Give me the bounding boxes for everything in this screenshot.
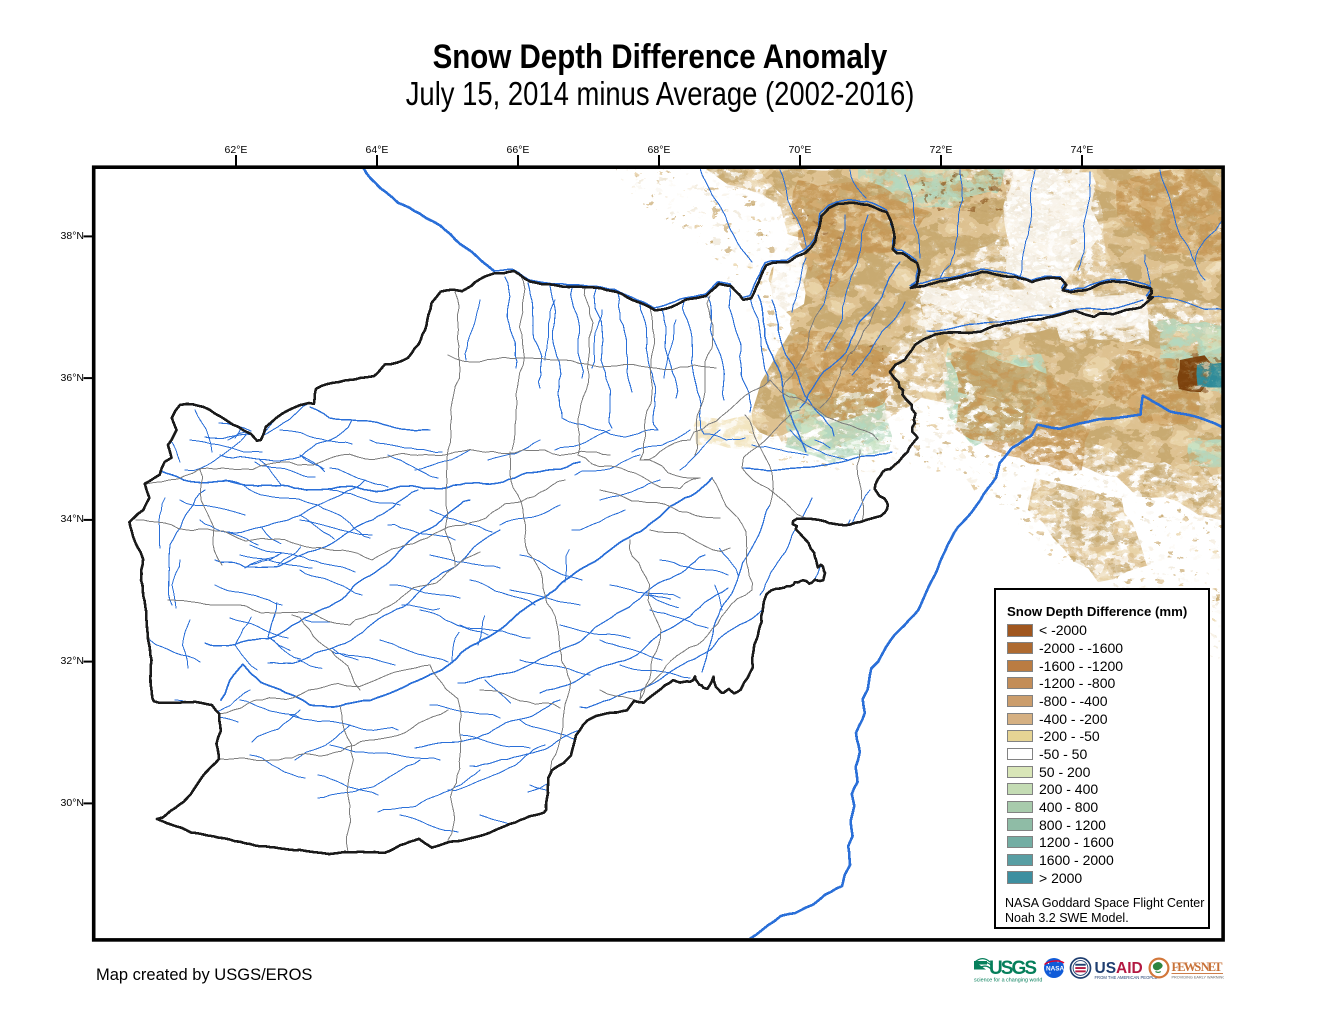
svg-text:FROM THE AMERICAN PEOPLE: FROM THE AMERICAN PEOPLE xyxy=(1095,975,1158,980)
svg-text:PROVIDING EARLY WARNING OF FOO: PROVIDING EARLY WARNING OF FOOD INSECURI… xyxy=(1172,976,1225,980)
svg-text:USAID: USAID xyxy=(1095,960,1143,977)
svg-text:science for a changing world: science for a changing world xyxy=(974,978,1042,984)
svg-text:USGS: USGS xyxy=(989,958,1037,979)
svg-text:NASA: NASA xyxy=(1046,966,1064,973)
svg-text:FEWS NET: FEWS NET xyxy=(1172,960,1224,974)
